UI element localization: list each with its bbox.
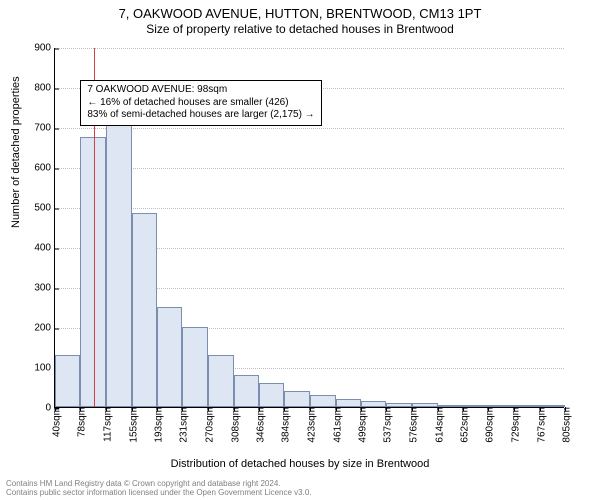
histogram-bar — [132, 213, 157, 407]
histogram-bar — [336, 399, 361, 407]
x-tick-label: 270sqm — [201, 407, 216, 443]
x-tick-label: 384sqm — [277, 407, 292, 443]
histogram-bar — [310, 395, 335, 407]
x-tick-label: 40sqm — [48, 407, 63, 437]
y-tick-label: 600 — [15, 163, 55, 174]
x-tick-label: 576sqm — [405, 407, 420, 443]
histogram-bar — [157, 307, 182, 407]
x-tick-label: 537sqm — [379, 407, 394, 443]
annotation-line-3: 83% of semi-detached houses are larger (… — [87, 109, 314, 122]
x-axis-label: Distribution of detached houses by size … — [0, 458, 600, 470]
x-tick-label: 461sqm — [328, 407, 343, 443]
x-tick-label: 193sqm — [150, 407, 165, 443]
y-tick-label: 700 — [15, 123, 55, 134]
y-tick-label: 200 — [15, 323, 55, 334]
x-tick-label: 231sqm — [175, 407, 190, 443]
plot-area: 010020030040050060070080090040sqm78sqm11… — [54, 48, 564, 408]
title-line2: Size of property relative to detached ho… — [0, 22, 600, 36]
y-tick-label: 500 — [15, 203, 55, 214]
footer-attribution: Contains HM Land Registry data © Crown c… — [6, 480, 312, 498]
chart-container: 7, OAKWOOD AVENUE, HUTTON, BRENTWOOD, CM… — [0, 0, 600, 500]
x-tick-label: 729sqm — [507, 407, 522, 443]
x-tick-label: 346sqm — [252, 407, 267, 443]
x-tick-label: 78sqm — [73, 407, 88, 437]
x-tick-label: 805sqm — [558, 407, 573, 443]
x-tick-label: 614sqm — [430, 407, 445, 443]
annotation-line-2: ← 16% of detached houses are smaller (42… — [87, 97, 314, 110]
histogram-bar — [55, 355, 80, 407]
x-tick-label: 155sqm — [124, 407, 139, 443]
x-tick-label: 499sqm — [354, 407, 369, 443]
annotation-box: 7 OAKWOOD AVENUE: 98sqm ← 16% of detache… — [80, 80, 321, 126]
histogram-bar — [208, 355, 233, 407]
histogram-bar — [182, 327, 208, 407]
x-tick-label: 652sqm — [456, 407, 471, 443]
histogram-bar — [234, 375, 259, 407]
y-tick-label: 300 — [15, 283, 55, 294]
footer-line-2: Contains public sector information licen… — [6, 489, 312, 498]
x-tick-label: 423sqm — [303, 407, 318, 443]
x-tick-label: 117sqm — [99, 407, 114, 442]
title-block: 7, OAKWOOD AVENUE, HUTTON, BRENTWOOD, CM… — [0, 0, 600, 36]
x-tick-label: 690sqm — [481, 407, 496, 443]
y-tick-label: 900 — [15, 43, 55, 54]
x-tick-label: 308sqm — [226, 407, 241, 443]
annotation-line-1: 7 OAKWOOD AVENUE: 98sqm — [87, 84, 314, 97]
x-tick-label: 767sqm — [532, 407, 547, 443]
histogram-bar — [284, 391, 310, 407]
title-line1: 7, OAKWOOD AVENUE, HUTTON, BRENTWOOD, CM… — [0, 6, 600, 22]
histogram-bar — [106, 125, 131, 407]
y-tick-label: 400 — [15, 243, 55, 254]
histogram-bar — [259, 383, 284, 407]
y-tick-label: 800 — [15, 83, 55, 94]
y-tick-label: 100 — [15, 363, 55, 374]
gridline — [55, 48, 564, 49]
